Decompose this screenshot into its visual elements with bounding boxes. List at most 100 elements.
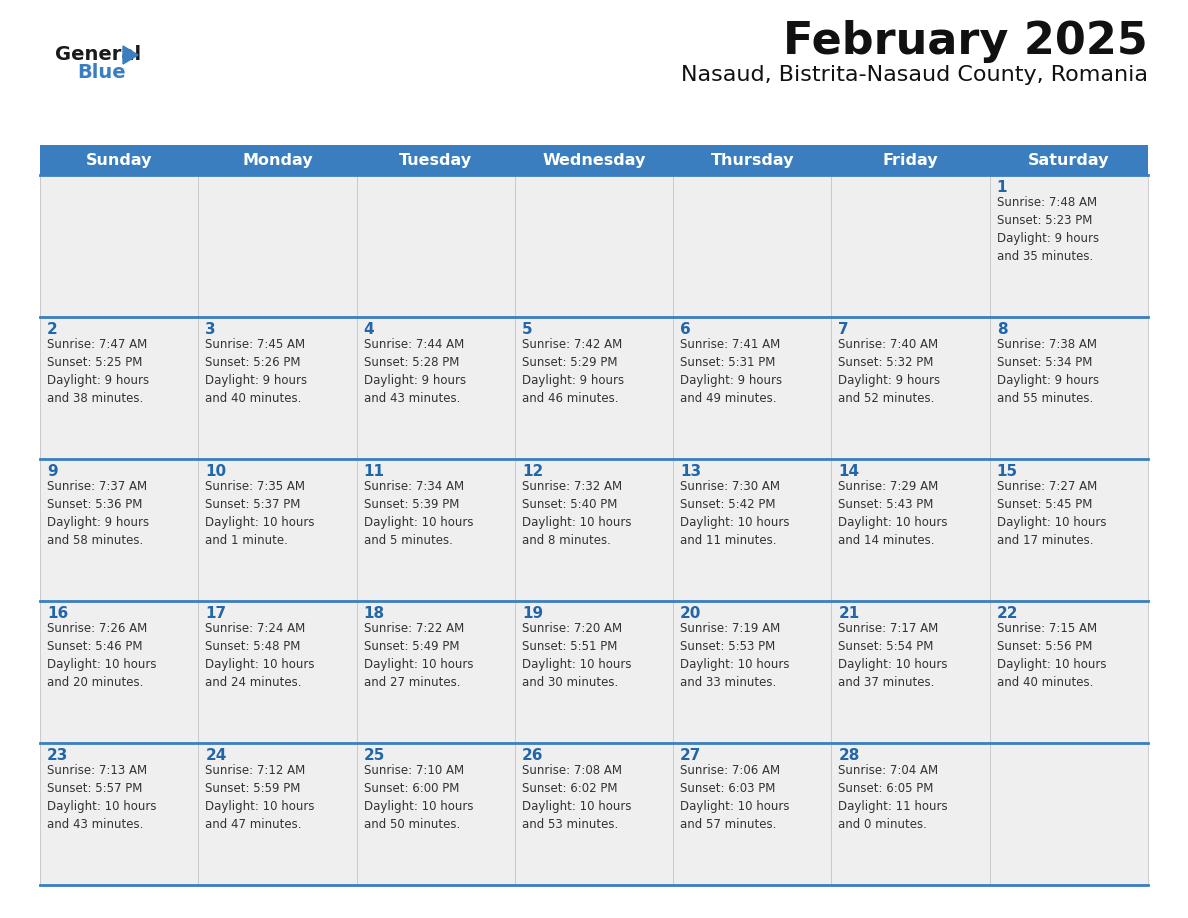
Bar (832, 175, 990, 317)
Bar (832, 601, 990, 743)
Bar (990, 601, 1148, 743)
Text: Sunday: Sunday (86, 152, 152, 167)
Text: 13: 13 (681, 464, 701, 479)
Bar (40, 175, 198, 317)
Text: February 2025: February 2025 (783, 20, 1148, 63)
Text: Thursday: Thursday (710, 152, 794, 167)
Bar (40, 459, 198, 601)
Text: Sunrise: 7:10 AM
Sunset: 6:00 PM
Daylight: 10 hours
and 50 minutes.: Sunrise: 7:10 AM Sunset: 6:00 PM Dayligh… (364, 764, 473, 831)
Text: 27: 27 (681, 748, 702, 763)
Text: Sunrise: 7:04 AM
Sunset: 6:05 PM
Daylight: 11 hours
and 0 minutes.: Sunrise: 7:04 AM Sunset: 6:05 PM Dayligh… (839, 764, 948, 831)
Text: Saturday: Saturday (1028, 152, 1110, 167)
Text: Monday: Monday (242, 152, 312, 167)
Text: 15: 15 (997, 464, 1018, 479)
Text: 4: 4 (364, 322, 374, 337)
Bar (832, 317, 990, 459)
Bar (40, 145, 1148, 175)
Text: Sunrise: 7:44 AM
Sunset: 5:28 PM
Daylight: 9 hours
and 43 minutes.: Sunrise: 7:44 AM Sunset: 5:28 PM Dayligh… (364, 338, 466, 405)
Text: 20: 20 (681, 606, 702, 621)
Bar (514, 317, 674, 459)
Text: Sunrise: 7:19 AM
Sunset: 5:53 PM
Daylight: 10 hours
and 33 minutes.: Sunrise: 7:19 AM Sunset: 5:53 PM Dayligh… (681, 622, 790, 689)
Text: 26: 26 (522, 748, 543, 763)
Text: Sunrise: 7:40 AM
Sunset: 5:32 PM
Daylight: 9 hours
and 52 minutes.: Sunrise: 7:40 AM Sunset: 5:32 PM Dayligh… (839, 338, 941, 405)
Text: 28: 28 (839, 748, 860, 763)
Text: 17: 17 (206, 606, 227, 621)
Bar (198, 317, 356, 459)
Bar (990, 175, 1148, 317)
Bar (990, 743, 1148, 885)
Text: Sunrise: 7:34 AM
Sunset: 5:39 PM
Daylight: 10 hours
and 5 minutes.: Sunrise: 7:34 AM Sunset: 5:39 PM Dayligh… (364, 480, 473, 547)
Text: Sunrise: 7:35 AM
Sunset: 5:37 PM
Daylight: 10 hours
and 1 minute.: Sunrise: 7:35 AM Sunset: 5:37 PM Dayligh… (206, 480, 315, 547)
Text: 22: 22 (997, 606, 1018, 621)
Text: 11: 11 (364, 464, 385, 479)
Bar (674, 175, 832, 317)
Bar (356, 317, 514, 459)
Bar (514, 743, 674, 885)
Text: 10: 10 (206, 464, 227, 479)
Text: Sunrise: 7:38 AM
Sunset: 5:34 PM
Daylight: 9 hours
and 55 minutes.: Sunrise: 7:38 AM Sunset: 5:34 PM Dayligh… (997, 338, 1099, 405)
Text: Sunrise: 7:37 AM
Sunset: 5:36 PM
Daylight: 9 hours
and 58 minutes.: Sunrise: 7:37 AM Sunset: 5:36 PM Dayligh… (48, 480, 150, 547)
Text: Sunrise: 7:13 AM
Sunset: 5:57 PM
Daylight: 10 hours
and 43 minutes.: Sunrise: 7:13 AM Sunset: 5:57 PM Dayligh… (48, 764, 157, 831)
Bar (356, 601, 514, 743)
Text: Sunrise: 7:32 AM
Sunset: 5:40 PM
Daylight: 10 hours
and 8 minutes.: Sunrise: 7:32 AM Sunset: 5:40 PM Dayligh… (522, 480, 631, 547)
Bar (674, 743, 832, 885)
Text: 6: 6 (681, 322, 691, 337)
Text: 3: 3 (206, 322, 216, 337)
Bar (356, 175, 514, 317)
Text: 2: 2 (48, 322, 58, 337)
Text: 14: 14 (839, 464, 860, 479)
Bar (514, 459, 674, 601)
Text: Blue: Blue (77, 63, 126, 82)
Text: Nasaud, Bistrita-Nasaud County, Romania: Nasaud, Bistrita-Nasaud County, Romania (681, 65, 1148, 85)
Text: Sunrise: 7:41 AM
Sunset: 5:31 PM
Daylight: 9 hours
and 49 minutes.: Sunrise: 7:41 AM Sunset: 5:31 PM Dayligh… (681, 338, 782, 405)
Bar (832, 743, 990, 885)
Text: Sunrise: 7:06 AM
Sunset: 6:03 PM
Daylight: 10 hours
and 57 minutes.: Sunrise: 7:06 AM Sunset: 6:03 PM Dayligh… (681, 764, 790, 831)
Bar (356, 743, 514, 885)
Text: Sunrise: 7:47 AM
Sunset: 5:25 PM
Daylight: 9 hours
and 38 minutes.: Sunrise: 7:47 AM Sunset: 5:25 PM Dayligh… (48, 338, 150, 405)
Bar (356, 459, 514, 601)
Bar (674, 601, 832, 743)
Bar (198, 175, 356, 317)
Text: 12: 12 (522, 464, 543, 479)
Text: Sunrise: 7:15 AM
Sunset: 5:56 PM
Daylight: 10 hours
and 40 minutes.: Sunrise: 7:15 AM Sunset: 5:56 PM Dayligh… (997, 622, 1106, 689)
Text: 16: 16 (48, 606, 68, 621)
Text: Sunrise: 7:29 AM
Sunset: 5:43 PM
Daylight: 10 hours
and 14 minutes.: Sunrise: 7:29 AM Sunset: 5:43 PM Dayligh… (839, 480, 948, 547)
Bar (40, 601, 198, 743)
Text: Friday: Friday (883, 152, 939, 167)
Polygon shape (124, 46, 138, 64)
Text: Sunrise: 7:20 AM
Sunset: 5:51 PM
Daylight: 10 hours
and 30 minutes.: Sunrise: 7:20 AM Sunset: 5:51 PM Dayligh… (522, 622, 631, 689)
Bar (198, 743, 356, 885)
Bar (40, 317, 198, 459)
Text: 5: 5 (522, 322, 532, 337)
Text: Sunrise: 7:17 AM
Sunset: 5:54 PM
Daylight: 10 hours
and 37 minutes.: Sunrise: 7:17 AM Sunset: 5:54 PM Dayligh… (839, 622, 948, 689)
Text: Sunrise: 7:27 AM
Sunset: 5:45 PM
Daylight: 10 hours
and 17 minutes.: Sunrise: 7:27 AM Sunset: 5:45 PM Dayligh… (997, 480, 1106, 547)
Bar (832, 459, 990, 601)
Text: Sunrise: 7:08 AM
Sunset: 6:02 PM
Daylight: 10 hours
and 53 minutes.: Sunrise: 7:08 AM Sunset: 6:02 PM Dayligh… (522, 764, 631, 831)
Text: 7: 7 (839, 322, 849, 337)
Bar (674, 317, 832, 459)
Text: 19: 19 (522, 606, 543, 621)
Text: 18: 18 (364, 606, 385, 621)
Text: Sunrise: 7:26 AM
Sunset: 5:46 PM
Daylight: 10 hours
and 20 minutes.: Sunrise: 7:26 AM Sunset: 5:46 PM Dayligh… (48, 622, 157, 689)
Text: 8: 8 (997, 322, 1007, 337)
Bar (990, 459, 1148, 601)
Text: 25: 25 (364, 748, 385, 763)
Bar (990, 317, 1148, 459)
Bar (674, 459, 832, 601)
Text: Tuesday: Tuesday (399, 152, 473, 167)
Text: 9: 9 (48, 464, 58, 479)
Bar (40, 743, 198, 885)
Text: Sunrise: 7:45 AM
Sunset: 5:26 PM
Daylight: 9 hours
and 40 minutes.: Sunrise: 7:45 AM Sunset: 5:26 PM Dayligh… (206, 338, 308, 405)
Text: Sunrise: 7:42 AM
Sunset: 5:29 PM
Daylight: 9 hours
and 46 minutes.: Sunrise: 7:42 AM Sunset: 5:29 PM Dayligh… (522, 338, 624, 405)
Bar (514, 601, 674, 743)
Text: Sunrise: 7:48 AM
Sunset: 5:23 PM
Daylight: 9 hours
and 35 minutes.: Sunrise: 7:48 AM Sunset: 5:23 PM Dayligh… (997, 196, 1099, 263)
Bar (198, 601, 356, 743)
Text: Sunrise: 7:12 AM
Sunset: 5:59 PM
Daylight: 10 hours
and 47 minutes.: Sunrise: 7:12 AM Sunset: 5:59 PM Dayligh… (206, 764, 315, 831)
Text: 23: 23 (48, 748, 69, 763)
Bar (514, 175, 674, 317)
Text: Sunrise: 7:22 AM
Sunset: 5:49 PM
Daylight: 10 hours
and 27 minutes.: Sunrise: 7:22 AM Sunset: 5:49 PM Dayligh… (364, 622, 473, 689)
Text: Sunrise: 7:24 AM
Sunset: 5:48 PM
Daylight: 10 hours
and 24 minutes.: Sunrise: 7:24 AM Sunset: 5:48 PM Dayligh… (206, 622, 315, 689)
Text: 21: 21 (839, 606, 860, 621)
Text: General: General (55, 45, 141, 64)
Text: Sunrise: 7:30 AM
Sunset: 5:42 PM
Daylight: 10 hours
and 11 minutes.: Sunrise: 7:30 AM Sunset: 5:42 PM Dayligh… (681, 480, 790, 547)
